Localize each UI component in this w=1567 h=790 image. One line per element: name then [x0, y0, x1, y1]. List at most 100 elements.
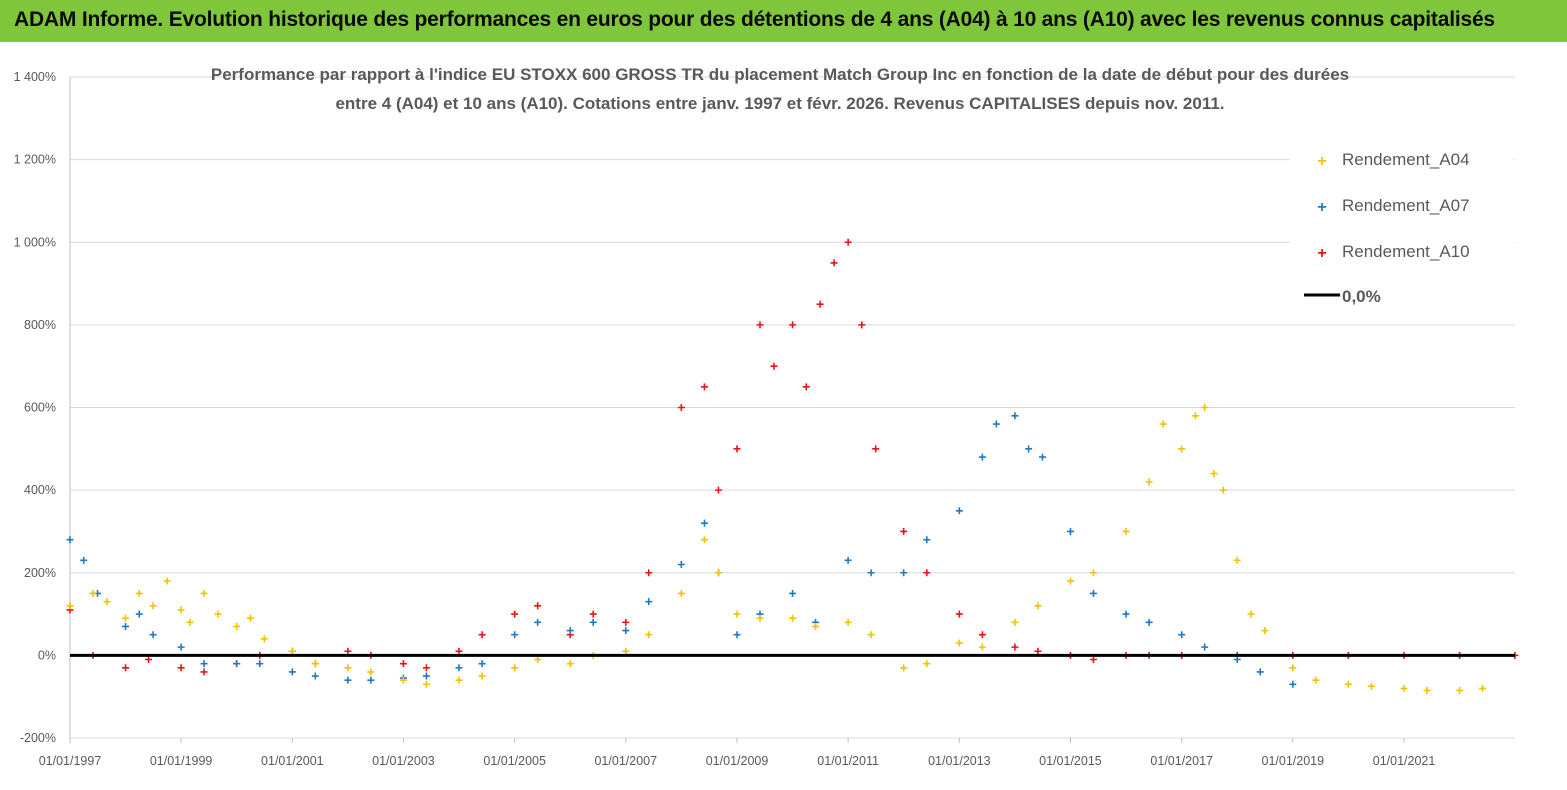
a04-point — [89, 589, 97, 597]
a04-point — [214, 610, 222, 618]
x-tick-label: 01/01/2019 — [1262, 754, 1325, 768]
a04-point — [66, 602, 74, 610]
x-tick-label: 01/01/2021 — [1373, 754, 1436, 768]
a07-point — [955, 507, 963, 515]
a07-point — [200, 660, 208, 668]
a04-point — [900, 664, 908, 672]
a07-point — [978, 453, 986, 461]
a04-point — [200, 589, 208, 597]
a07-point — [135, 610, 143, 618]
legend-marker-a10: + — [1317, 245, 1326, 262]
a04-point — [288, 647, 296, 655]
a07-point — [422, 672, 430, 680]
a07-point — [733, 631, 741, 639]
a04-point — [422, 680, 430, 688]
a07-point — [1256, 668, 1264, 676]
a04-point — [1344, 680, 1352, 688]
y-tick-label: 400% — [24, 483, 56, 497]
a04-point — [163, 577, 171, 585]
a04-point — [1034, 602, 1042, 610]
x-tick-label: 01/01/2015 — [1039, 754, 1102, 768]
a04-point — [511, 664, 519, 672]
a10-point — [145, 656, 153, 664]
a04-point — [1201, 404, 1209, 411]
a04-point — [233, 622, 241, 630]
a07-point — [1201, 643, 1209, 651]
a10-point — [455, 647, 463, 655]
a07-point — [844, 556, 852, 564]
data-marks — [66, 238, 1519, 694]
a04-point — [1456, 686, 1464, 694]
a10-point — [478, 631, 486, 639]
a10-point — [802, 383, 810, 391]
a10-point — [700, 383, 708, 391]
a07-point — [622, 627, 630, 635]
a07-point — [1122, 610, 1130, 618]
a07-point — [122, 622, 130, 630]
x-axis-ticks: 01/01/1997 01/01/1999 01/01/2001 01/01/2003… — [39, 738, 1436, 768]
a04-point — [789, 614, 797, 622]
y-tick-label: 1 000% — [14, 235, 56, 249]
legend-label-a04: Rendement_A04 — [1342, 150, 1470, 169]
a10-point — [511, 610, 519, 618]
a04-point — [478, 672, 486, 680]
a10-point — [756, 321, 764, 329]
legend-label-a10: Rendement_A10 — [1342, 242, 1470, 261]
a07-point — [80, 556, 88, 564]
a04-point — [733, 610, 741, 618]
a07-point — [867, 569, 875, 577]
a04-point — [1423, 686, 1431, 694]
a04-point — [1247, 610, 1255, 618]
a04-point — [677, 589, 685, 597]
a04-point — [1289, 664, 1297, 672]
a07-point — [455, 664, 463, 672]
a10-point — [923, 569, 931, 577]
a07-point — [1289, 680, 1297, 688]
y-tick-label: -200% — [20, 731, 56, 745]
a10-point — [770, 362, 778, 370]
legend: + Rendement_A04 + Rendement_A07 + Rendem… — [1290, 132, 1514, 318]
a10-point — [714, 486, 722, 494]
a07-point — [1066, 527, 1074, 535]
y-tick-label: 200% — [24, 566, 56, 580]
a10-point — [872, 445, 880, 453]
a07-point — [1011, 412, 1019, 420]
a04-point — [714, 569, 722, 577]
a04-point — [186, 618, 194, 626]
y-tick-label: 1 200% — [14, 153, 56, 167]
a10-point — [177, 664, 185, 672]
x-tick-label: 01/01/2013 — [928, 754, 991, 768]
a07-point — [645, 598, 653, 606]
a04-point — [566, 660, 574, 668]
a04-point — [1159, 420, 1167, 428]
a07-point — [177, 643, 185, 651]
a10-point — [816, 300, 824, 308]
a04-point — [812, 622, 820, 630]
a04-point — [844, 618, 852, 626]
y-axis-ticks: -200% 0% 200% 400% 600% 800% 1 000% 1 200% 1 400… — [14, 70, 56, 745]
a04-point — [1479, 684, 1487, 692]
a10-point — [622, 618, 630, 626]
a04-point — [1191, 412, 1199, 420]
performance-chart: -200% 0% 200% 400% 600% 800% 1 000% 1 200% 1 400… — [0, 42, 1567, 790]
a04-point — [1145, 478, 1153, 486]
a10-point — [955, 610, 963, 618]
x-tick-label: 01/01/2001 — [261, 754, 324, 768]
a07-point — [534, 618, 542, 626]
a04-point — [177, 606, 185, 614]
a04-point — [344, 664, 352, 672]
a04-point — [311, 660, 319, 668]
a04-point — [1261, 627, 1269, 635]
a04-point — [1178, 445, 1186, 453]
a10-point — [200, 668, 208, 676]
a07-point — [511, 631, 519, 639]
a04-point — [645, 631, 653, 639]
chart-title-line-2: entre 4 (A04) et 10 ans (A10). Cotations… — [335, 94, 1224, 113]
y-tick-label: 1 400% — [14, 70, 56, 84]
legend-label-zero: 0,0% — [1342, 287, 1381, 306]
a04-point — [1066, 577, 1074, 585]
legend-marker-a07: + — [1317, 199, 1326, 216]
a04-point — [1367, 682, 1375, 690]
a10-point — [589, 610, 597, 618]
a04-point — [1122, 527, 1130, 535]
